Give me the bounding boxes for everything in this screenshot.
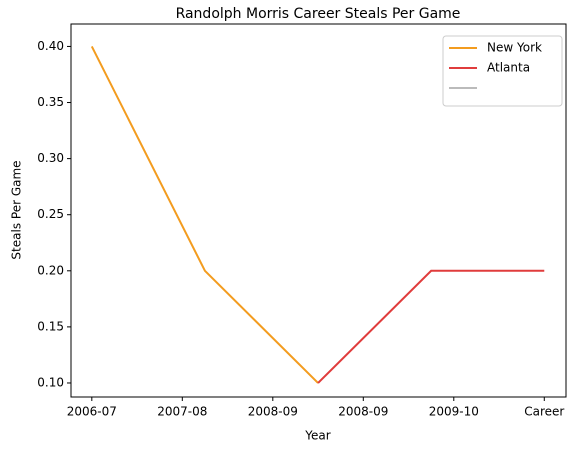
series-line [317,269,545,384]
x-axis-label: Year [304,429,330,443]
axes-frame [70,23,567,398]
legend-label: New York [487,41,542,55]
x-tick-label: 2009-10 [429,405,479,419]
legend-label: Atlanta [487,61,530,75]
x-tick-label: 2006-07 [67,405,117,419]
y-tick-label: 0.10 [37,375,64,389]
y-axis-label: Steals Per Game [10,160,24,259]
x-tick-label: 2007-08 [157,405,207,419]
y-tick-label: 0.20 [37,263,64,277]
y-tick-label: 0.25 [37,207,64,221]
chart-title: Randolph Morris Career Steals Per Game [176,6,461,22]
y-tick-label: 0.35 [37,95,64,109]
x-tick-label: 2008-09 [338,405,388,419]
y-tick-label: 0.15 [37,319,64,333]
x-tick-label: 2008-09 [248,405,298,419]
y-tick-label: 0.40 [37,39,64,53]
x-tick-label: Career [524,405,564,419]
series-line [90,45,319,384]
y-tick-label: 0.30 [37,151,64,165]
